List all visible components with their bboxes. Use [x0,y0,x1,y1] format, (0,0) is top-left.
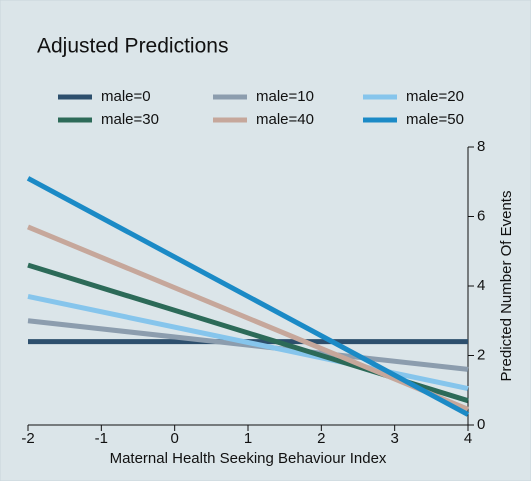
x-tick-label: 3 [390,430,398,447]
legend-label: male=0 [101,88,151,105]
x-tick-label: 4 [464,430,472,447]
series-line [26,176,470,417]
y-axis-label: Predicted Number Of Events [498,191,515,382]
y-tick-label: 2 [477,346,485,363]
x-tick-label: -2 [21,430,34,447]
series-line [27,224,469,412]
legend-label: male=20 [406,88,464,105]
y-tick-label: 8 [477,138,485,155]
legend-label: male=40 [256,111,314,128]
legend-label: male=30 [101,111,159,128]
y-tick-label: 6 [477,207,485,224]
x-tick-label: 1 [244,430,252,447]
x-tick-label: 0 [170,430,178,447]
y-tick-label: 0 [477,416,485,433]
x-tick-label: 2 [317,430,325,447]
y-tick-label: 4 [477,277,485,294]
x-tick-label: -1 [95,430,108,447]
chart-title: Adjusted Predictions [37,35,228,58]
legend-label: male=10 [256,88,314,105]
legend-label: male=50 [406,111,464,128]
series-line [27,318,469,372]
x-axis-label: Maternal Health Seeking Behaviour Index [110,450,387,467]
